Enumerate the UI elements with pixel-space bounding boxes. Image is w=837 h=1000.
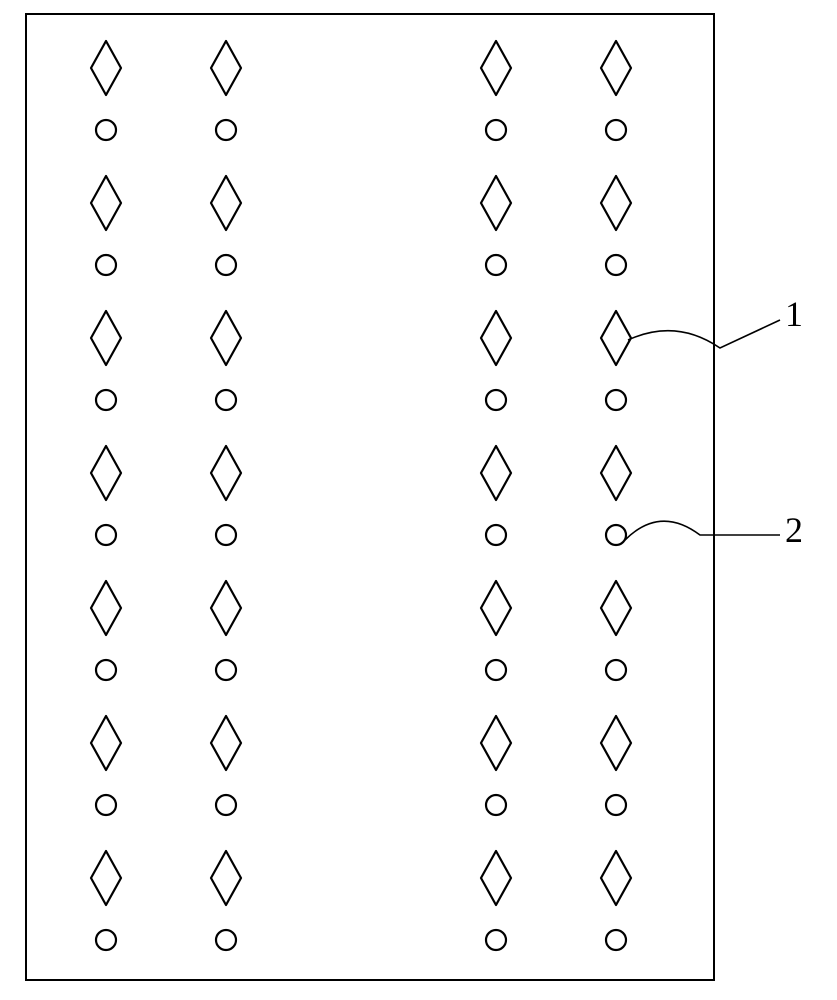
- diamond-icon: [91, 716, 121, 770]
- diamond-icon: [211, 581, 241, 635]
- diamond-icon: [91, 41, 121, 95]
- circle-icon: [606, 255, 626, 275]
- callout-label-1: 1: [785, 293, 803, 335]
- circle-icon: [216, 255, 236, 275]
- circle-icon: [486, 525, 506, 545]
- diamond-icon: [91, 176, 121, 230]
- circle-icon: [96, 660, 116, 680]
- circle-icon: [486, 390, 506, 410]
- diagram-svg: [0, 0, 837, 1000]
- diamond-icon: [481, 851, 511, 905]
- diamond-icon: [601, 581, 631, 635]
- diamond-icon: [211, 41, 241, 95]
- diamond-icon: [601, 176, 631, 230]
- callout-label-2: 2: [785, 509, 803, 551]
- circle-icon: [216, 930, 236, 950]
- circle-icon: [96, 795, 116, 815]
- circle-icon: [486, 120, 506, 140]
- circle-icon: [216, 660, 236, 680]
- diamond-icon: [601, 311, 631, 365]
- diamond-icon: [601, 446, 631, 500]
- circle-icon: [486, 255, 506, 275]
- circle-icon: [606, 120, 626, 140]
- circle-icon: [96, 390, 116, 410]
- diamond-icon: [211, 446, 241, 500]
- diamond-icon: [211, 311, 241, 365]
- circle-icon: [606, 795, 626, 815]
- diamond-icon: [481, 311, 511, 365]
- diamond-icon: [481, 716, 511, 770]
- circle-icon: [96, 255, 116, 275]
- circle-icon: [606, 930, 626, 950]
- diamond-icon: [211, 716, 241, 770]
- circle-icon: [96, 525, 116, 545]
- diagram-canvas: 1 2: [0, 0, 837, 1000]
- diamond-icon: [91, 311, 121, 365]
- callout-leader-c1: [628, 320, 780, 348]
- circle-icon: [216, 390, 236, 410]
- circle-icon: [216, 120, 236, 140]
- circle-icon: [486, 930, 506, 950]
- circle-icon: [216, 795, 236, 815]
- diamond-icon: [601, 851, 631, 905]
- diamond-icon: [91, 581, 121, 635]
- diamond-icon: [481, 41, 511, 95]
- circle-icon: [96, 120, 116, 140]
- diamond-icon: [211, 851, 241, 905]
- callout-leader-c2: [625, 521, 780, 540]
- circle-icon: [606, 660, 626, 680]
- diamond-icon: [601, 716, 631, 770]
- circle-icon: [606, 390, 626, 410]
- diamond-icon: [91, 851, 121, 905]
- diamond-icon: [481, 581, 511, 635]
- diamond-icon: [601, 41, 631, 95]
- diamond-icon: [211, 176, 241, 230]
- diamond-icon: [481, 176, 511, 230]
- circle-icon: [486, 660, 506, 680]
- circle-icon: [486, 795, 506, 815]
- diamond-icon: [481, 446, 511, 500]
- circle-icon: [96, 930, 116, 950]
- diamond-icon: [91, 446, 121, 500]
- circle-icon: [216, 525, 236, 545]
- circle-icon: [606, 525, 626, 545]
